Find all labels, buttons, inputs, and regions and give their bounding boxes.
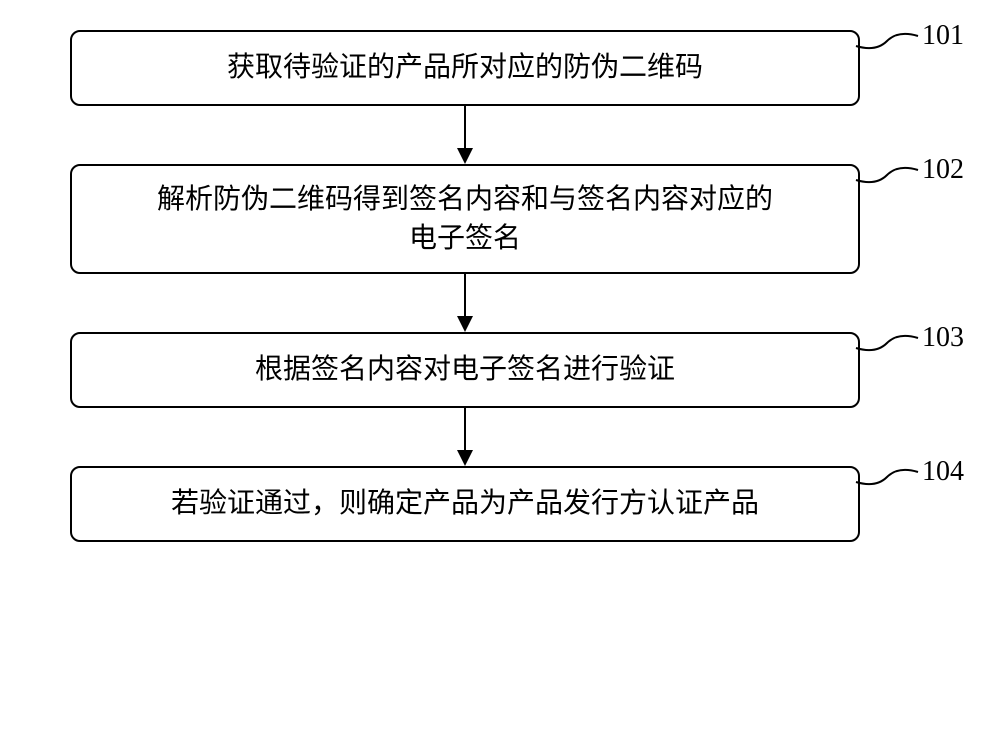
node-label-n3: 103	[922, 322, 964, 354]
flowchart-arrow	[70, 106, 860, 164]
node-label-n4: 104	[922, 456, 964, 488]
flowchart-arrow	[70, 408, 860, 466]
flowchart-node-n2: 解析防伪二维码得到签名内容和与签名内容对应的 电子签名	[70, 164, 860, 274]
flowchart-node-n3: 根据签名内容对电子签名进行验证	[70, 332, 860, 408]
node-text: 根据签名内容对电子签名进行验证	[255, 350, 675, 389]
flowchart-arrow	[70, 274, 860, 332]
node-label-n1: 101	[922, 20, 964, 52]
flowchart-node-n1: 获取待验证的产品所对应的防伪二维码	[70, 30, 860, 106]
node-text: 获取待验证的产品所对应的防伪二维码	[227, 48, 703, 87]
node-text: 若验证通过，则确定产品为产品发行方认证产品	[171, 484, 759, 523]
node-text: 解析防伪二维码得到签名内容和与签名内容对应的 电子签名	[157, 180, 773, 258]
flowchart-node-n4: 若验证通过，则确定产品为产品发行方认证产品	[70, 466, 860, 542]
node-label-n2: 102	[922, 154, 964, 186]
